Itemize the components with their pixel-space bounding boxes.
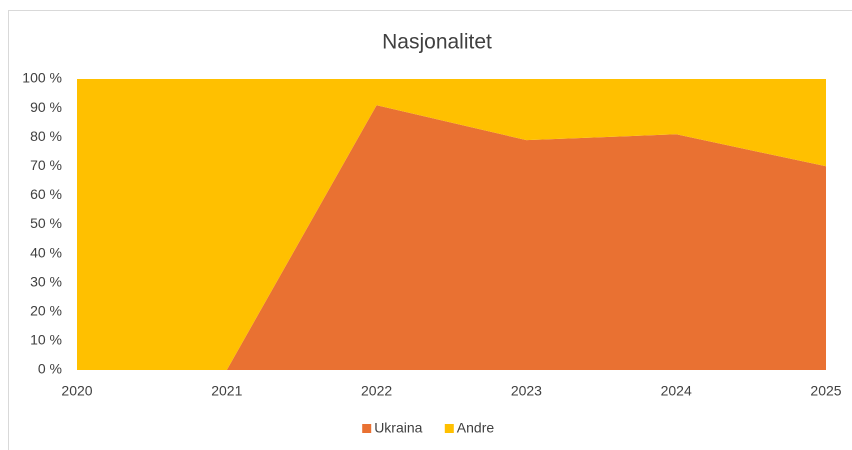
y-tick-label: 20 % xyxy=(30,303,62,319)
y-tick-label: 60 % xyxy=(30,186,62,202)
legend-label: Ukraina xyxy=(374,420,422,436)
area xyxy=(77,105,826,370)
x-tick-label: 2023 xyxy=(511,383,542,399)
y-tick-label: 0 % xyxy=(38,361,62,377)
y-tick-label: 70 % xyxy=(30,157,62,173)
chart-title: Nasjonalitet xyxy=(382,31,492,54)
area xyxy=(77,79,826,370)
y-tick-label: 100 % xyxy=(22,70,62,86)
legend-swatch xyxy=(362,424,372,433)
legend-label: Andre xyxy=(457,420,495,436)
x-tick-label: 2022 xyxy=(361,383,392,399)
y-tick-label: 80 % xyxy=(30,128,62,144)
y-tick-label: 30 % xyxy=(30,273,62,289)
y-tick-label: 50 % xyxy=(30,215,62,231)
x-tick-label: 2021 xyxy=(211,383,242,399)
x-tick-label: 2025 xyxy=(810,383,841,399)
y-tick-label: 10 % xyxy=(30,332,62,348)
legend-swatch xyxy=(444,424,454,433)
x-tick-label: 2024 xyxy=(661,383,692,399)
y-tick-label: 40 % xyxy=(30,244,62,260)
y-tick-label: 90 % xyxy=(30,99,62,115)
x-tick-label: 2020 xyxy=(61,383,92,399)
